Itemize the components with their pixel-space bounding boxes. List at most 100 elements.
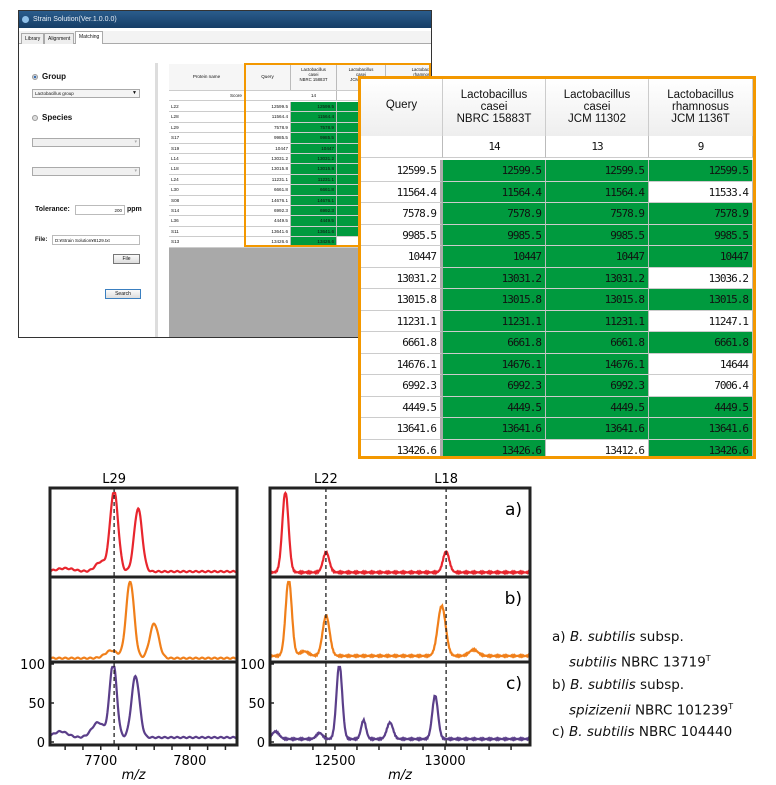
match-value: 6992.3 bbox=[443, 375, 546, 397]
strain-name-line: rhamnosus bbox=[413, 72, 431, 77]
species-dropdown-1[interactable]: ▾ bbox=[32, 138, 140, 147]
match-value: 12599.5 bbox=[649, 160, 753, 182]
match-value: 6992.3 bbox=[291, 206, 337, 216]
protein-name: L22 bbox=[169, 102, 245, 112]
match-value: 12599.5 bbox=[443, 160, 546, 182]
match-value: 13015.8 bbox=[443, 289, 546, 311]
query-value: 12599.5 bbox=[245, 102, 291, 112]
chevron-down-icon: ▼ bbox=[132, 90, 137, 96]
strain-name-line: casei bbox=[480, 101, 508, 113]
strain-name-line: Lactobacillus bbox=[460, 89, 528, 101]
file-label: File: bbox=[35, 237, 48, 243]
score-value: 14 bbox=[291, 91, 337, 101]
query-value: 10447 bbox=[245, 143, 291, 153]
match-value: 6992.3 bbox=[546, 375, 649, 397]
splitter[interactable] bbox=[155, 63, 158, 337]
tab-library[interactable]: Library bbox=[21, 33, 45, 44]
score-label: Score bbox=[169, 91, 245, 101]
x-axis-label: m/z bbox=[122, 768, 147, 783]
protein-name: L18 bbox=[169, 164, 245, 174]
query-value: 13015.8 bbox=[245, 164, 291, 174]
file-path-input[interactable]: D:¥Strain Solution¥8129.txt bbox=[52, 235, 140, 245]
search-button[interactable]: Search bbox=[105, 289, 141, 299]
match-value: 4449.5 bbox=[443, 396, 546, 418]
query-value: 7578.9 bbox=[361, 203, 443, 225]
tab-alignment[interactable]: Alignment bbox=[44, 33, 75, 44]
peak-marker-label: L29 bbox=[102, 472, 126, 487]
species-radio[interactable] bbox=[32, 115, 38, 121]
strain-name-line: JCM 11302 bbox=[568, 113, 626, 125]
query-value: 13426.6 bbox=[361, 439, 443, 456]
query-value: 11564.4 bbox=[361, 181, 443, 203]
spectrum-panel-frame bbox=[268, 486, 532, 579]
query-header: Query bbox=[361, 79, 443, 136]
group-dropdown[interactable]: Lactobacillus group ▼ bbox=[32, 89, 140, 98]
group-radio[interactable] bbox=[32, 74, 38, 80]
strain-column-header: Lactobacillus casei NBRC 15883T bbox=[443, 79, 546, 136]
spectrum-line-b bbox=[269, 580, 531, 659]
match-value: 9985.5 bbox=[546, 224, 649, 246]
x-tick-label: 7700 bbox=[84, 754, 117, 769]
query-value: 13641.6 bbox=[245, 226, 291, 237]
group-label: Group bbox=[42, 72, 66, 81]
tolerance-input[interactable]: 200 bbox=[75, 205, 125, 215]
match-value: 9985.5 bbox=[291, 133, 337, 143]
x-tick-label: 12500 bbox=[314, 754, 355, 769]
strain-legend: a) B. subtilis subsp. subtilis NBRC 13719… bbox=[552, 626, 733, 743]
match-value: 7578.9 bbox=[649, 203, 753, 225]
query-value: 11564.4 bbox=[245, 112, 291, 122]
series-label: c) bbox=[506, 674, 522, 694]
chevron-down-icon: ▾ bbox=[134, 168, 137, 174]
match-value: 4449.5 bbox=[649, 396, 753, 418]
y-tick-label: 0 bbox=[37, 736, 45, 751]
match-value: 14676.1 bbox=[546, 353, 649, 375]
protein-name: L29 bbox=[169, 122, 245, 133]
protein-name-header: Protein name bbox=[169, 64, 245, 90]
query-value: 6992.3 bbox=[245, 206, 291, 216]
spectrum-panel-frame bbox=[48, 486, 239, 579]
spectrum-line-a bbox=[49, 491, 238, 574]
query-value: 13015.8 bbox=[361, 289, 443, 311]
query-value: 7578.9 bbox=[245, 122, 291, 133]
legend-a: a) B. subtilis subsp. subtilis NBRC 13719… bbox=[552, 629, 711, 671]
spectrum-panel-frame bbox=[48, 575, 239, 664]
query-value: 6661.8 bbox=[245, 185, 291, 195]
match-value: 7006.4 bbox=[649, 375, 753, 397]
strain-name-line: JCM 1136T bbox=[671, 113, 730, 125]
query-value: 9985.5 bbox=[245, 133, 291, 143]
match-value: 11564.4 bbox=[443, 181, 546, 203]
strain-name-line: NBRC 15883T bbox=[456, 113, 532, 125]
spectrum-line-c bbox=[49, 665, 238, 740]
window-title: Strain Solution(Ver.1.0.0.0) bbox=[33, 16, 117, 23]
x-tick-label: 7800 bbox=[173, 754, 206, 769]
protein-name: S17 bbox=[169, 133, 245, 143]
match-value: 13015.8 bbox=[649, 289, 753, 311]
query-value: 6992.3 bbox=[361, 375, 443, 397]
tab-matching[interactable]: Matching bbox=[75, 31, 104, 44]
spectrum-line-b bbox=[49, 580, 238, 660]
match-value: 11533.4 bbox=[649, 181, 753, 203]
strain-name-line: casei bbox=[355, 72, 367, 77]
y-tick-label: 50 bbox=[28, 697, 45, 712]
match-value: 13641.6 bbox=[649, 418, 753, 440]
result-table-zoomed: Query Lactobacillus casei NBRC 15883T 14 Lact… bbox=[358, 76, 756, 459]
file-button[interactable]: File bbox=[113, 254, 140, 264]
strain-name-line: Lactobacillus bbox=[411, 67, 432, 72]
y-tick-label: 50 bbox=[248, 697, 265, 712]
match-value: 11564.4 bbox=[546, 181, 649, 203]
match-value: 4449.5 bbox=[291, 216, 337, 226]
match-value: 12599.5 bbox=[546, 160, 649, 182]
query-value: 13031.2 bbox=[361, 267, 443, 289]
species-dropdown-2[interactable]: ▾ bbox=[32, 167, 140, 176]
protein-name: L28 bbox=[169, 112, 245, 122]
score-value: 9 bbox=[649, 136, 753, 158]
x-tick-label: 13000 bbox=[424, 754, 465, 769]
score-cell-empty bbox=[361, 136, 443, 158]
match-value: 6661.8 bbox=[546, 332, 649, 354]
match-value: 13426.6 bbox=[443, 439, 546, 456]
query-value: 13641.6 bbox=[361, 418, 443, 440]
spectra-figure: L29 7700 7800 m/z 0 50 100 a) b) c) L22 L18 12500 130… bbox=[20, 472, 532, 783]
query-value: 13426.6 bbox=[245, 237, 291, 247]
match-value: 12599.5 bbox=[291, 102, 337, 112]
